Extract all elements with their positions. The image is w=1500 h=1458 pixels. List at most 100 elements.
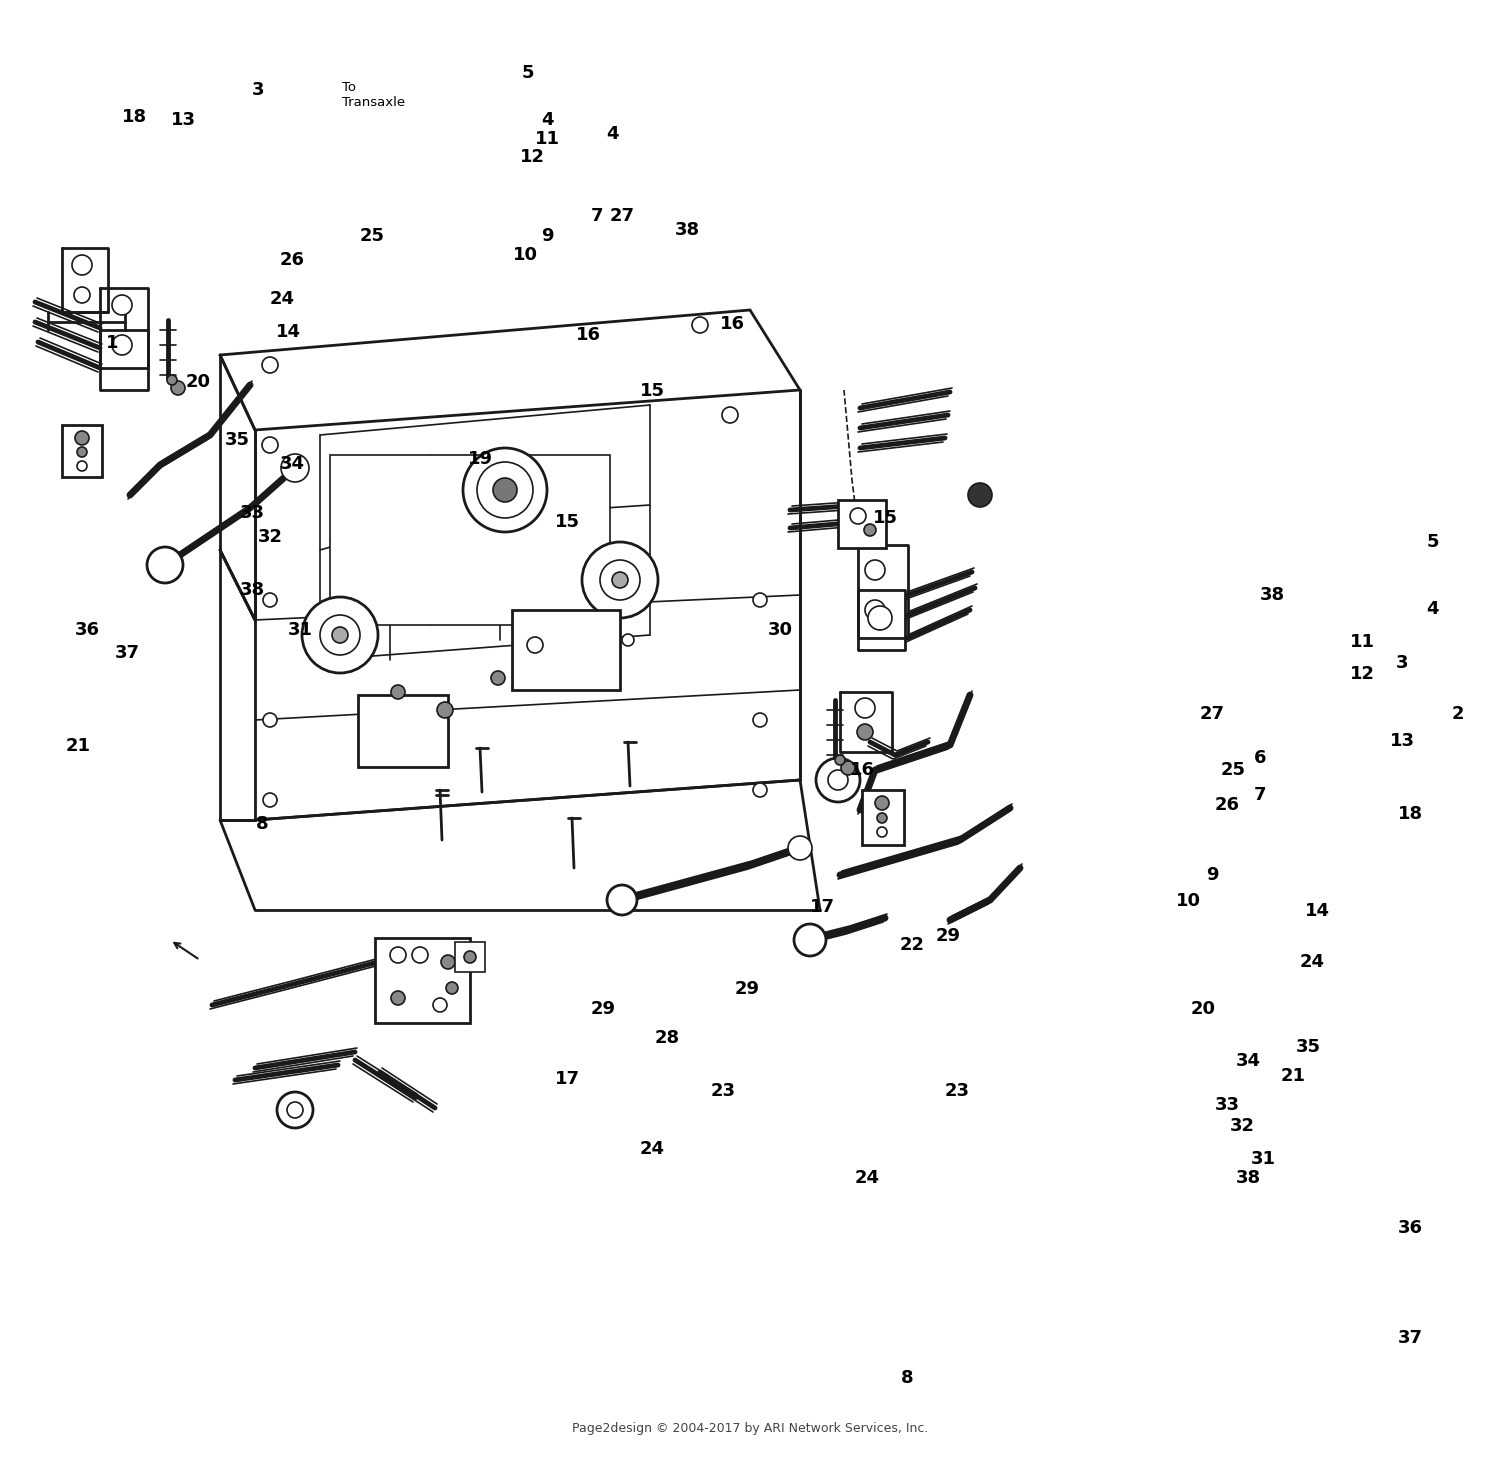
Text: 17: 17 — [555, 1070, 579, 1088]
Text: 17: 17 — [810, 898, 834, 916]
Circle shape — [262, 593, 278, 607]
Bar — [839, 500, 886, 548]
Text: 12: 12 — [520, 149, 544, 166]
Circle shape — [278, 1092, 314, 1128]
Circle shape — [864, 523, 876, 537]
Text: 1: 1 — [106, 334, 118, 351]
Text: 27: 27 — [610, 207, 634, 225]
Text: 38: 38 — [240, 582, 264, 599]
Circle shape — [441, 955, 454, 970]
Bar — [512, 609, 620, 690]
Text: 5: 5 — [522, 64, 534, 82]
Bar — [330, 455, 610, 625]
Text: 6: 6 — [1254, 749, 1266, 767]
Text: 4: 4 — [542, 111, 554, 128]
Text: 25: 25 — [360, 227, 384, 245]
Circle shape — [600, 560, 640, 601]
Text: 35: 35 — [225, 432, 249, 449]
Circle shape — [436, 701, 453, 717]
Text: 13: 13 — [171, 111, 195, 128]
Circle shape — [850, 507, 865, 523]
Circle shape — [262, 793, 278, 806]
Text: 14: 14 — [276, 324, 300, 341]
Circle shape — [816, 758, 860, 802]
Circle shape — [76, 448, 87, 456]
Text: 3: 3 — [1396, 655, 1408, 672]
Circle shape — [76, 461, 87, 471]
Text: 26: 26 — [280, 251, 304, 268]
Circle shape — [842, 761, 855, 776]
Circle shape — [582, 542, 658, 618]
Text: 9: 9 — [542, 227, 554, 245]
Text: 33: 33 — [240, 504, 264, 522]
Circle shape — [865, 601, 885, 620]
Text: 15: 15 — [555, 513, 579, 531]
Text: 24: 24 — [640, 1140, 664, 1158]
Text: 32: 32 — [1230, 1117, 1254, 1134]
Circle shape — [392, 685, 405, 698]
Text: 33: 33 — [1215, 1096, 1239, 1114]
Text: 34: 34 — [1236, 1053, 1260, 1070]
Circle shape — [280, 453, 309, 483]
Text: 27: 27 — [1200, 706, 1224, 723]
Circle shape — [612, 572, 628, 588]
Text: 19: 19 — [468, 451, 492, 468]
Text: 37: 37 — [1398, 1330, 1422, 1347]
Circle shape — [855, 698, 874, 717]
Circle shape — [75, 432, 88, 445]
Text: 18: 18 — [123, 108, 147, 125]
Text: 24: 24 — [855, 1169, 879, 1187]
Circle shape — [147, 547, 183, 583]
Text: 36: 36 — [75, 621, 99, 639]
Circle shape — [608, 885, 638, 916]
Circle shape — [332, 627, 348, 643]
Text: 30: 30 — [768, 621, 792, 639]
Circle shape — [171, 381, 184, 395]
Text: 12: 12 — [1350, 665, 1374, 682]
Text: 8: 8 — [902, 1369, 914, 1387]
Text: 37: 37 — [116, 644, 140, 662]
Text: 36: 36 — [1398, 1219, 1422, 1236]
Text: 4: 4 — [606, 125, 618, 143]
Text: 23: 23 — [711, 1082, 735, 1099]
Text: 34: 34 — [280, 455, 304, 472]
Text: 29: 29 — [591, 1000, 615, 1018]
Text: 10: 10 — [513, 246, 537, 264]
Circle shape — [856, 725, 873, 741]
Text: Page2design © 2004-2017 by ARI Network Services, Inc.: Page2design © 2004-2017 by ARI Network S… — [572, 1422, 928, 1435]
Circle shape — [477, 462, 532, 518]
Circle shape — [722, 407, 738, 423]
Circle shape — [753, 783, 766, 798]
Text: 29: 29 — [936, 927, 960, 945]
Circle shape — [262, 437, 278, 453]
Bar — [358, 695, 448, 767]
Circle shape — [865, 560, 885, 580]
Circle shape — [494, 478, 517, 502]
Circle shape — [874, 796, 890, 811]
Text: 13: 13 — [1390, 732, 1414, 749]
Text: 15: 15 — [640, 382, 664, 399]
Bar — [62, 424, 102, 477]
Text: 20: 20 — [1191, 1000, 1215, 1018]
Text: 26: 26 — [1215, 796, 1239, 814]
Circle shape — [446, 983, 458, 994]
Circle shape — [320, 615, 360, 655]
Circle shape — [788, 835, 812, 860]
Text: 24: 24 — [1300, 954, 1324, 971]
Circle shape — [753, 593, 766, 607]
Text: 3: 3 — [252, 82, 264, 99]
Circle shape — [112, 335, 132, 354]
Circle shape — [262, 713, 278, 728]
Circle shape — [836, 755, 844, 765]
Text: 38: 38 — [1236, 1169, 1260, 1187]
Bar — [375, 937, 470, 1024]
Text: 10: 10 — [1176, 892, 1200, 910]
Circle shape — [390, 948, 406, 962]
Text: 11: 11 — [1350, 633, 1374, 650]
Text: 8: 8 — [256, 815, 268, 833]
Text: 7: 7 — [1254, 786, 1266, 803]
Text: 2: 2 — [1452, 706, 1464, 723]
Circle shape — [286, 1102, 303, 1118]
Bar — [454, 942, 484, 972]
Text: 32: 32 — [258, 528, 282, 545]
